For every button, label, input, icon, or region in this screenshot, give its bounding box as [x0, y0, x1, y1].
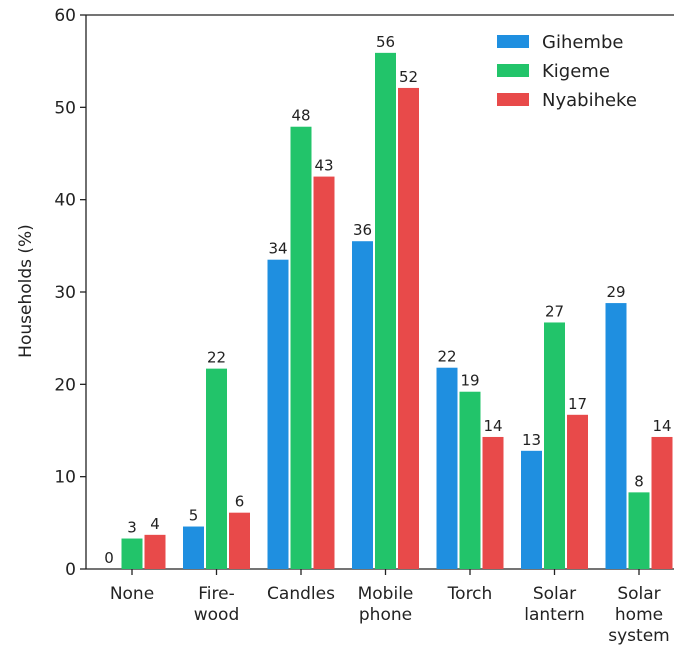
legend-label: Gihembe	[542, 32, 623, 53]
bar	[651, 436, 673, 569]
data-label: 4	[150, 515, 160, 533]
data-label: 48	[291, 107, 310, 125]
bar	[436, 367, 458, 569]
data-label: 34	[268, 240, 287, 258]
bar	[521, 450, 542, 569]
bars	[121, 52, 673, 570]
y-tick-label: 50	[54, 98, 76, 118]
data-label: 22	[207, 349, 226, 367]
x-axis: None Fire-wood Candles Mobile phone Torch Sola…	[110, 569, 670, 646]
y-tick-label: 30	[54, 283, 76, 303]
data-label: 29	[606, 283, 625, 301]
bar	[544, 322, 565, 569]
data-label: 8	[634, 472, 644, 490]
data-label: 3	[127, 519, 137, 537]
data-label: 52	[399, 68, 418, 86]
x-tick-label: Mobile phone	[358, 584, 414, 625]
data-label: 43	[314, 157, 333, 175]
bar	[567, 414, 588, 569]
data-label: 27	[545, 302, 564, 320]
data-label: 14	[483, 417, 502, 435]
bar	[313, 176, 335, 570]
data-label: 14	[652, 417, 671, 435]
y-tick-label: 0	[65, 560, 76, 580]
bar	[375, 52, 396, 569]
bar	[459, 391, 481, 569]
legend-swatch	[497, 35, 529, 48]
data-label: 36	[353, 221, 372, 239]
data-label: 56	[376, 33, 395, 51]
y-axis-label: Households (%)	[16, 224, 36, 358]
data-label: 13	[522, 431, 541, 449]
x-tick-label: Fire-wood	[194, 584, 240, 625]
bar	[121, 538, 143, 569]
x-tick-label: Torch	[447, 584, 493, 604]
legend-swatch	[497, 93, 529, 106]
x-tick-label: Candles	[267, 584, 335, 604]
bar	[352, 241, 373, 569]
bar	[605, 303, 627, 569]
y-tick-label: 10	[54, 468, 76, 488]
bar	[206, 368, 227, 569]
y-tick-label: 20	[54, 375, 76, 395]
data-label: 5	[189, 507, 199, 525]
data-label: 0	[104, 549, 114, 567]
bar	[267, 259, 289, 569]
y-tick-label: 40	[54, 191, 76, 211]
bar	[628, 492, 650, 569]
bar	[183, 526, 204, 569]
x-tick-label: Solar home system	[608, 584, 669, 646]
data-label: 19	[460, 372, 479, 390]
legend: Gihembe Kigeme Nyabiheke	[497, 32, 637, 111]
x-tick-label: None	[110, 584, 154, 604]
bar	[398, 87, 419, 570]
data-label: 17	[568, 395, 587, 413]
legend-label: Kigeme	[542, 61, 610, 82]
bar	[229, 512, 250, 569]
data-label: 22	[437, 348, 456, 366]
bar	[144, 534, 166, 569]
y-tick-label: 60	[54, 6, 76, 26]
legend-label: Nyabiheke	[542, 90, 637, 111]
x-tick-label: Solar lantern	[524, 584, 585, 625]
data-label: 6	[235, 493, 245, 511]
bar	[482, 436, 504, 569]
legend-swatch	[497, 64, 529, 77]
bar	[290, 126, 312, 570]
